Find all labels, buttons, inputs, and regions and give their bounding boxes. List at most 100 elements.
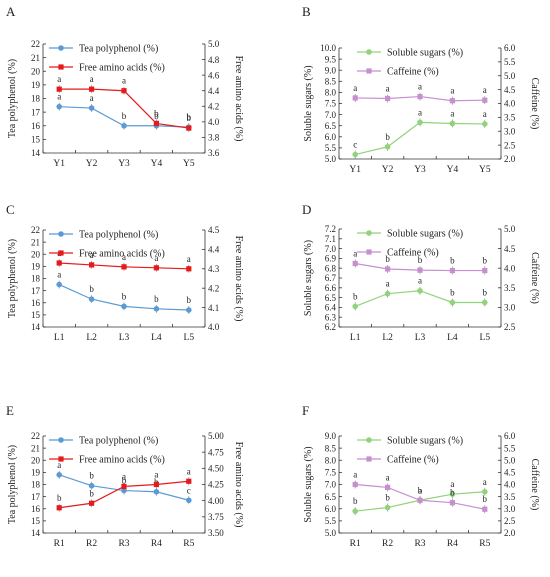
y2-axis-title: Caffeine (%) (529, 459, 540, 511)
data-point (417, 267, 423, 273)
right-tick-label: 3.5 (504, 492, 516, 502)
x-tick-label: R1 (54, 539, 65, 549)
data-point (186, 307, 192, 313)
legend-label: Soluble sugars (%) (387, 48, 463, 59)
left-tick-label: 6.9 (325, 254, 337, 264)
significance-label: a (418, 82, 422, 92)
significance-label: b (385, 254, 390, 264)
left-tick-label: 10.0 (320, 43, 336, 53)
left-tick-label: 21 (31, 443, 40, 453)
left-tick-label: 8.0 (325, 88, 337, 98)
left-tick-label: 5.5 (325, 143, 337, 153)
right-tick-label: 4.6 (208, 70, 220, 80)
data-point (449, 120, 456, 127)
left-tick-label: 7.0 (325, 480, 337, 490)
legend-label: Tea polyphenol (%) (79, 436, 158, 447)
chart-panel-d: D 6.26.36.46.56.66.76.86.97.07.17.2 2.5 3.0… (302, 202, 540, 343)
significance-label: a (483, 477, 487, 487)
right-tick-label: 4.2 (208, 283, 219, 293)
right-tick-label: 4.0 (504, 99, 516, 109)
data-point (186, 125, 192, 131)
left-tick-label: 17 (31, 286, 41, 296)
left-tick-label: 18 (31, 274, 41, 284)
data-point (56, 472, 62, 478)
left-tick-label: 6.5 (325, 121, 337, 131)
significance-label: a (187, 254, 191, 264)
left-tick-label: 6.7 (325, 273, 337, 283)
data-point (352, 508, 359, 514)
data-point (352, 260, 358, 267)
significance-label: b (122, 476, 127, 486)
legend-label: Caffeine (%) (387, 248, 439, 259)
left-tick-label: 9.0 (325, 65, 337, 75)
x-tick-label: L3 (415, 333, 426, 343)
right-tick-label: 3.5 (504, 283, 516, 293)
data-point (482, 488, 488, 495)
right-tick-label: 4.75 (208, 447, 224, 457)
data-point (121, 88, 127, 94)
x-tick-label: R4 (151, 539, 162, 549)
legend-marker (58, 231, 64, 237)
left-tick-label: 21 (31, 53, 40, 63)
left-tick-label: 6.6 (325, 283, 337, 293)
right-tick-label: 4.0 (504, 263, 516, 273)
significance-label: a (386, 472, 390, 482)
left-tick-label: 22 (31, 431, 40, 441)
legend-marker (366, 230, 372, 236)
x-tick-label: R2 (382, 539, 393, 549)
panel-label: E (6, 403, 14, 418)
chart-panel-a: A 14 15 16 17 18 19 20 21 22 3.6 3.8 4.0 4.2 4.4 4.6 4.8… (6, 4, 244, 169)
data-point (385, 95, 391, 102)
legend-label: Soluble sugars (%) (387, 229, 463, 240)
legend-label: Free amino acids (%) (79, 63, 165, 74)
significance-label: a (154, 470, 158, 480)
right-tick-label: 4.2 (208, 101, 219, 111)
data-point (88, 296, 95, 302)
left-tick-label: 21 (31, 237, 40, 247)
left-tick-label: 17 (31, 492, 41, 502)
significance-label: b (418, 255, 423, 265)
left-tick-label: 9.5 (325, 54, 337, 64)
left-tick-label: 6.8 (325, 263, 337, 273)
significance-label: a (122, 76, 126, 86)
significance-label: a (122, 252, 126, 262)
y2-axis-title: Caffeine (%) (529, 78, 540, 130)
significance-label: b (89, 471, 94, 481)
right-tick-label: 3.75 (208, 512, 224, 522)
significance-label: b (57, 493, 62, 503)
right-tick-label: 4.4 (208, 245, 220, 255)
significance-label: b (154, 111, 159, 121)
data-point (482, 506, 488, 512)
significance-label: a (90, 74, 94, 84)
right-tick-label: 4.00 (208, 496, 224, 506)
data-point (121, 303, 127, 310)
right-tick-label: 4.0 (208, 322, 220, 332)
left-tick-label: 16 (31, 298, 41, 308)
x-tick-label: L4 (151, 333, 162, 343)
data-point (56, 86, 62, 92)
significance-label: b (122, 111, 127, 121)
legend-label: Tea polyphenol (%) (79, 230, 158, 241)
right-tick-label: 4.0 (504, 480, 516, 490)
data-point (186, 478, 192, 484)
significance-label: b (385, 493, 390, 503)
y2-axis-title: Free amino acids (%) (233, 56, 244, 142)
data-point (449, 491, 456, 498)
significance-label: b (483, 288, 488, 298)
right-tick-label: 3.0 (504, 303, 516, 313)
data-point (482, 121, 488, 127)
right-tick-label: 5.0 (504, 224, 516, 234)
significance-label: b (418, 485, 423, 495)
significance-label: a (418, 485, 422, 495)
right-tick-label: 4.3 (208, 264, 220, 274)
left-tick-label: 16 (31, 504, 41, 514)
significance-label: a (154, 253, 158, 263)
left-tick-label: 14 (31, 322, 41, 332)
y-axis-title: Soluble sugars (%) (303, 240, 314, 316)
data-point (384, 290, 391, 297)
significance-label: b (353, 496, 358, 506)
data-point (121, 487, 127, 494)
y2-axis-title: Free amino acids (%) (233, 236, 244, 322)
legend-marker (58, 45, 64, 51)
